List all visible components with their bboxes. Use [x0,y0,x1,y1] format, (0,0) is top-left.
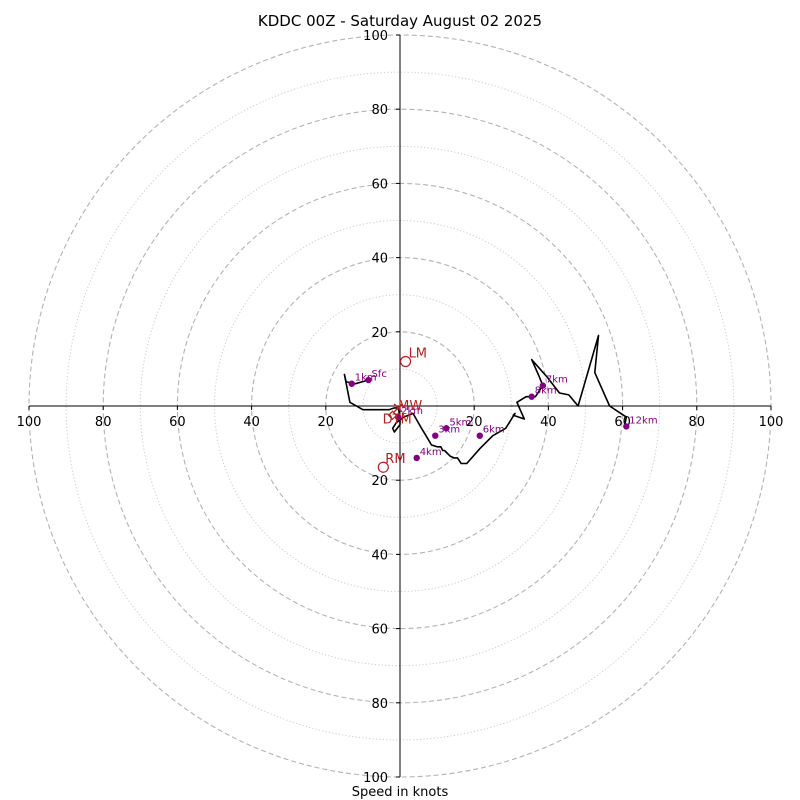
y-tick-label: 40 [371,548,388,563]
height-marker-label: 1km [355,373,377,384]
height-marker-label: Sfc [371,369,386,380]
motion-marker-diamond [387,410,398,421]
tick-labels: 100 80 60 40 20 20 40 60 80 100100806040202040608… [17,29,784,786]
x-tick-label: 80 [689,415,706,430]
x-tick-label: 40 [540,415,557,430]
height-marker-label: 2km [401,406,423,417]
height-marker-label: 4km [420,447,442,458]
x-tick-label: 80 [95,415,112,430]
y-tick-label: 80 [371,697,388,712]
height-marker-dot [432,432,439,439]
height-marker-dot [476,432,483,439]
y-tick-label: 80 [371,103,388,118]
x-tick-label: 60 [169,415,186,430]
y-tick-label: 60 [371,623,388,638]
motion-marker-cross [393,403,403,413]
y-tick-label: 20 [371,326,388,341]
y-tick-label: 60 [371,177,388,192]
height-marker-dot [365,376,372,384]
motion-marker-label: RM [385,452,405,467]
height-marker-label: 12km [629,415,657,426]
y-tick-label: 100 [363,29,388,44]
x-tick-label: 40 [243,415,260,430]
height-marker-dot [413,454,420,462]
y-tick-label: 100 [363,771,388,786]
height-marker-label: 5km [449,417,471,428]
y-tick-label: 40 [371,252,388,267]
hodograph-line [343,334,628,465]
motion-marker-circle [377,461,389,473]
height-marker-label: 7km [546,375,568,386]
motion-marker-label: LM [409,346,427,361]
motion-marker-label: MW [398,399,422,414]
y-tick-label: 20 [371,474,388,489]
height-marker-dot [539,382,547,389]
motion-marker-circle [399,355,412,368]
height-marker-dot [348,380,355,387]
height-marker-dot [623,423,630,430]
hodograph-trace [343,334,628,465]
x-tick-label: 100 [759,415,784,430]
height-marker-dot [443,425,450,432]
height-marker-label: 8km [535,386,557,397]
height-marker-dot [528,393,535,400]
x-tick-label: 20 [466,415,483,430]
x-tick-label: 100 [17,415,42,430]
height-marker-label: 3km [438,425,460,436]
x-axis-label: Speed in knots [352,785,449,800]
height-marker-label: 6km [483,425,505,436]
chart-title: KDDC 00Z - Saturday August 02 2025 [258,12,542,30]
motion-marker-label: DTM [383,412,412,427]
x-tick-label: 20 [318,415,335,430]
